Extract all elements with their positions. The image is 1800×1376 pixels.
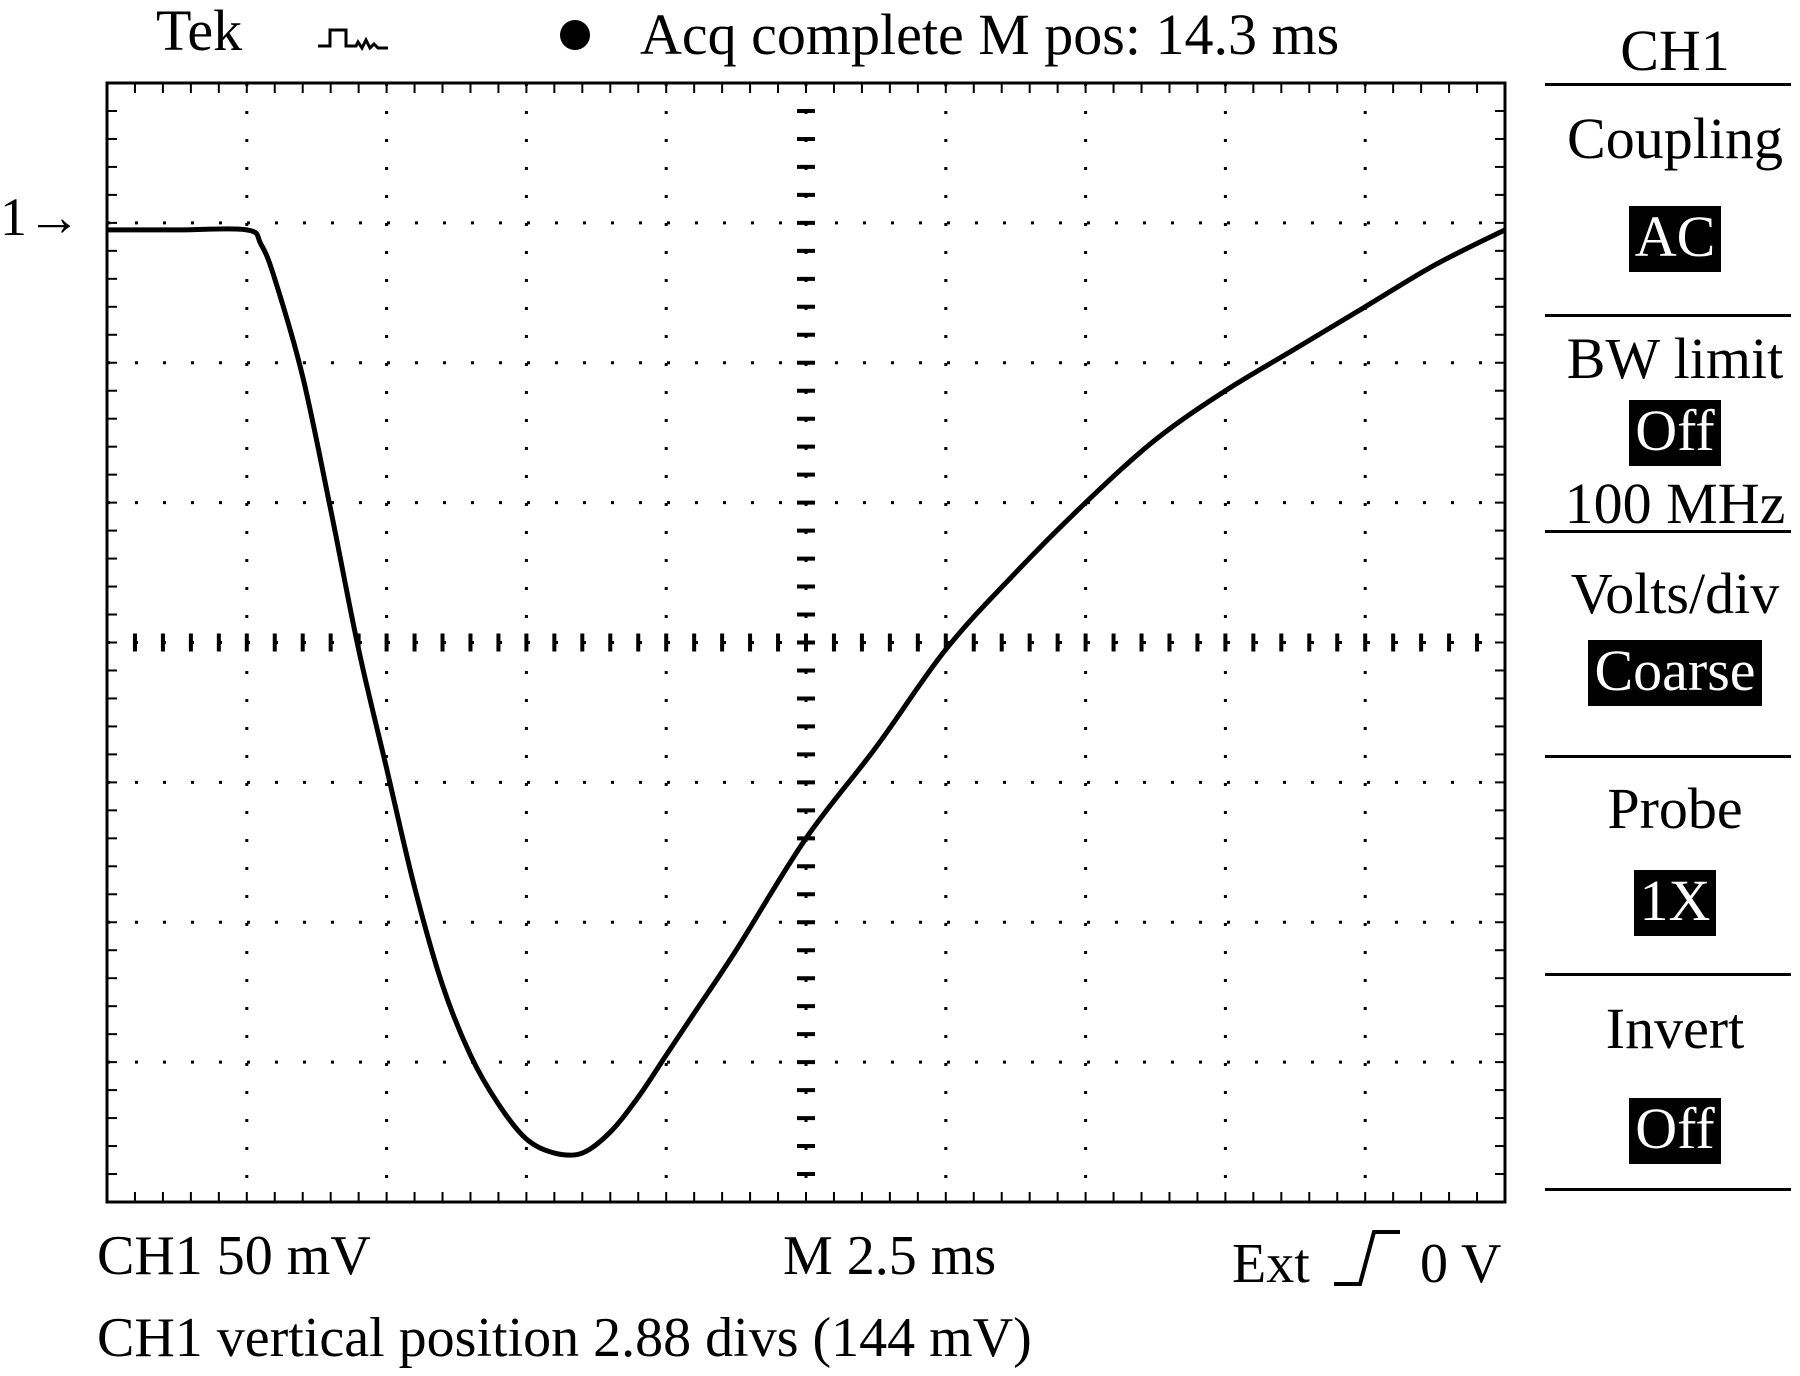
ch1-scale-readout: CH1 50 mV	[97, 1225, 371, 1287]
trigger-level-readout: 0 V	[1420, 1233, 1502, 1295]
ch1-ground-marker: 1→	[0, 187, 81, 247]
status-message: CH1 vertical position 2.88 divs (144 mV)	[97, 1307, 1032, 1369]
trigger-source-readout: Ext	[1232, 1233, 1310, 1295]
menu-divider	[1545, 530, 1791, 533]
menu-divider	[1545, 1188, 1791, 1191]
menu-title-ch1: CH1	[1620, 18, 1730, 83]
menu-label-probe: Probe	[1607, 776, 1743, 841]
menu-label-bw-limit: BW limit	[1566, 326, 1784, 391]
status-dot-icon	[560, 20, 590, 50]
menu-label-volts-div: Volts/div	[1570, 561, 1780, 626]
timebase-readout: M 2.5 ms	[783, 1225, 997, 1287]
menu-divider	[1545, 83, 1791, 86]
trigger-pulse-icon	[318, 28, 388, 51]
menu-divider	[1545, 755, 1791, 758]
acquisition-status: Acq complete M pos: 14.3 ms	[640, 2, 1340, 67]
menu-label-coupling: Coupling	[1567, 106, 1783, 171]
menu-sub-bw-limit: 100 MHz	[1564, 471, 1786, 536]
menu-value-volts-div[interactable]: Coarse	[1588, 640, 1762, 706]
menu-value-bw-limit[interactable]: Off	[1629, 400, 1721, 466]
menu-value-probe[interactable]: 1X	[1633, 870, 1717, 936]
menu-value-coupling[interactable]: AC	[1628, 206, 1722, 272]
menu-divider	[1545, 973, 1791, 976]
menu-value-invert[interactable]: Off	[1629, 1098, 1721, 1164]
brand-label: Tek	[156, 0, 243, 63]
ch1-waveform-trace	[106, 226, 1507, 1158]
menu-divider	[1545, 314, 1791, 317]
menu-label-invert: Invert	[1605, 996, 1745, 1061]
rising-edge-icon	[1334, 1230, 1400, 1286]
